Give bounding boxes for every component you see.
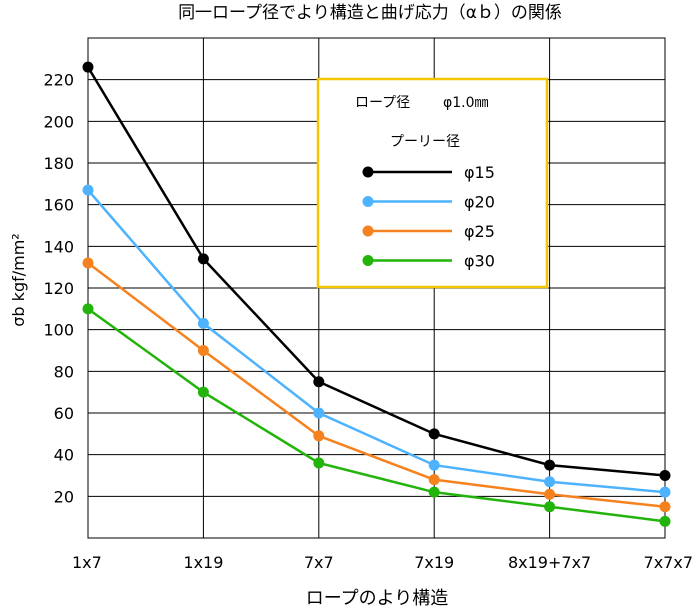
legend-rope-diameter-label: ロープ径 [355, 95, 410, 111]
y-tick-label: 40 [54, 446, 74, 465]
data-point [544, 488, 556, 500]
legend-item-3: φ30 [362, 252, 495, 271]
data-point [82, 257, 94, 269]
data-point [428, 486, 440, 498]
data-point [197, 386, 209, 398]
y-tick-label: 120 [43, 279, 74, 298]
data-point [82, 184, 94, 196]
legend-marker [362, 255, 374, 266]
legend-item-0: φ15 [362, 163, 495, 182]
legend-item-1: φ20 [362, 193, 495, 212]
series-0 [82, 61, 671, 481]
data-point [659, 486, 671, 498]
y-tick-label: 140 [43, 237, 74, 256]
data-point [82, 303, 94, 315]
x-tick-label: 7x7x7 [644, 553, 693, 572]
data-point [313, 457, 325, 469]
y-tick-label: 180 [43, 154, 74, 173]
y-tick-label: 60 [54, 404, 74, 423]
plot-frame [87, 37, 666, 539]
series-group [82, 61, 671, 527]
y-tick-label: 20 [54, 487, 74, 506]
legend-pulley-label: プーリー径 [390, 134, 460, 150]
data-point [197, 317, 209, 329]
data-point [197, 253, 209, 265]
data-point [428, 428, 440, 440]
legend-label: φ15 [464, 163, 495, 182]
data-point [197, 345, 209, 356]
data-point [428, 459, 440, 471]
data-point [659, 501, 671, 513]
data-point [659, 470, 671, 481]
legend-marker [362, 196, 374, 207]
data-point [544, 476, 556, 488]
legend-label: φ25 [464, 222, 495, 241]
data-point [313, 376, 325, 388]
legend-label: φ30 [464, 252, 495, 271]
legend-marker [362, 166, 374, 178]
series-line [87, 189, 666, 494]
data-point [313, 430, 325, 442]
x-axis-label: ロープのより構造 [306, 588, 449, 609]
x-tick-label: 7x19 [414, 553, 454, 572]
chart-title: 同一ロープ径でより構造と曲げ応力（αｂ）の関係 [178, 3, 562, 23]
data-point [428, 474, 440, 486]
data-point [544, 459, 556, 471]
x-tick-label: 1x19 [183, 553, 223, 572]
series-line [87, 307, 666, 523]
legend-rope-diameter-value: φ1.0㎜ [443, 95, 489, 111]
series-3 [82, 303, 671, 527]
legend-marker [362, 225, 374, 237]
y-tick-label: 220 [43, 71, 74, 90]
series-line [87, 262, 666, 508]
legend-box [316, 77, 549, 289]
x-tick-label: 1x7 [72, 553, 102, 572]
x-tick-label: 7x7 [304, 553, 334, 572]
axes: 20 40 60 80 100 120 140 160 180 200 220 1x7 1x19 7x7 7… [43, 37, 693, 572]
series-line [86, 66, 666, 477]
y-tick-label: 80 [54, 362, 74, 381]
data-point [659, 515, 671, 527]
y-tick-label: 200 [43, 112, 74, 131]
data-point [82, 61, 94, 73]
x-tick-label: 8x19+7x7 [508, 553, 591, 572]
y-tick-label: 160 [43, 196, 74, 215]
data-point [544, 501, 556, 513]
legend-label: φ20 [464, 193, 495, 212]
series-1 [82, 184, 671, 498]
series-2 [82, 257, 671, 513]
y-axis-label: σb kgf/mm² [9, 233, 28, 326]
y-tick-label: 100 [43, 321, 74, 340]
data-point [313, 407, 325, 419]
legend-item-2: φ25 [362, 222, 495, 241]
